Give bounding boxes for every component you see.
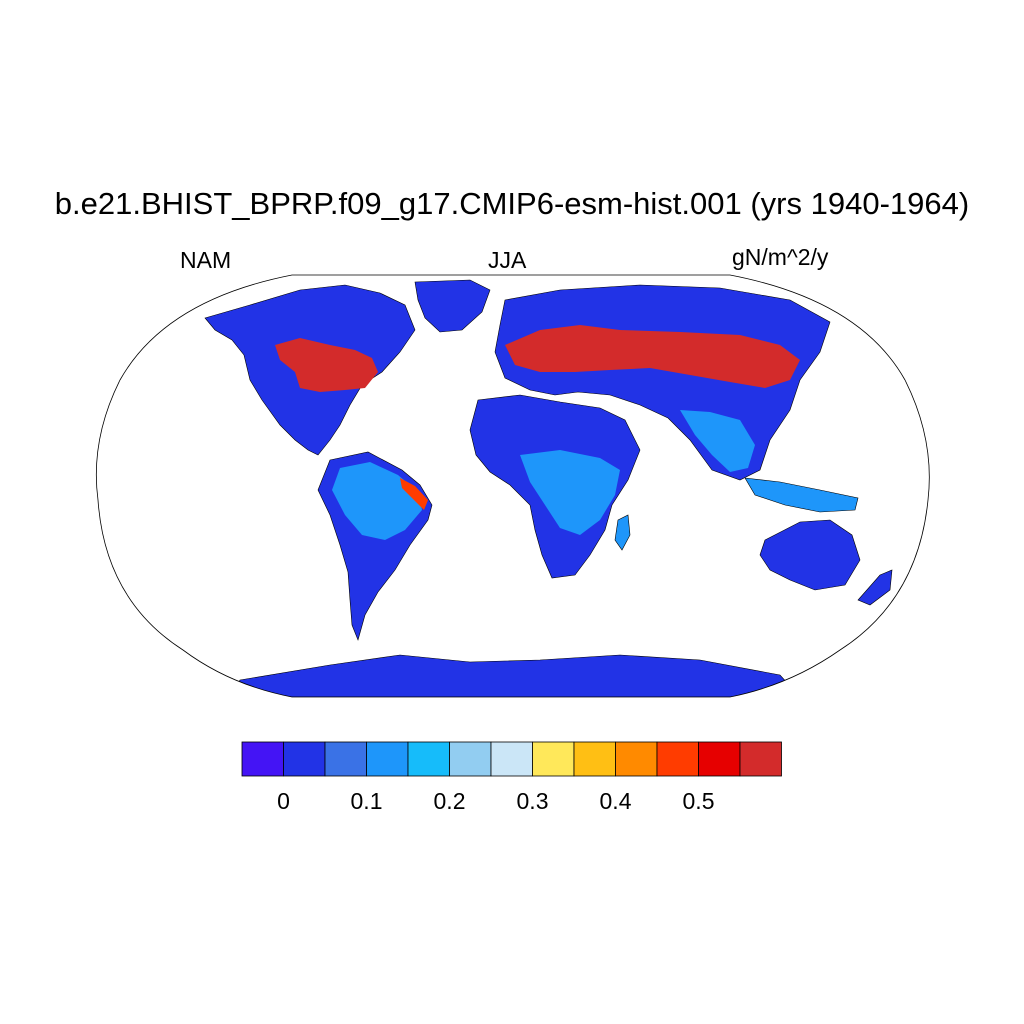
colorbar-tick-label: 0.2 [433, 788, 466, 814]
south-america-medium-region [332, 462, 422, 540]
maritime-asia-land [744, 477, 859, 513]
colorbar-swatch [449, 741, 492, 777]
colorbar-swatch [366, 741, 409, 777]
africa-medium-region [520, 450, 620, 535]
antarctica-land [229, 654, 801, 697]
brazil-coast-high [400, 478, 428, 510]
colorbar-swatch [532, 741, 575, 777]
colorbar-swatch [241, 741, 284, 777]
region-label: NAM [180, 247, 232, 273]
colorbar-swatch [324, 741, 367, 777]
colorbar-tick-label: 0.4 [599, 788, 632, 814]
greenland-land [414, 279, 491, 333]
colorbar-swatch [490, 741, 533, 777]
colorbar [241, 741, 782, 777]
plot-title: b.e21.BHIST_BPRP.f09_g17.CMIP6-esm-hist.… [54, 186, 970, 221]
colorbar-swatch [656, 741, 699, 777]
colorbar-tick-label: 0.5 [682, 788, 715, 814]
colorbar-swatch [698, 741, 741, 777]
north-america-high-band [275, 338, 378, 392]
colorbar-swatch [283, 741, 326, 777]
madagascar-land [614, 514, 631, 551]
map-outline [95, 274, 930, 698]
colorbar-swatch [615, 741, 658, 777]
eurasia-high-band [505, 325, 800, 388]
colorbar-tick-label: 0.1 [350, 788, 383, 814]
colorbar-tick-label: 0.3 [516, 788, 549, 814]
units-label: gN/m^2/y [732, 244, 829, 270]
australia-land [759, 519, 861, 591]
season-label: JJA [488, 247, 527, 273]
colorbar-swatch [739, 741, 782, 777]
colorbar-tick-label: 0 [277, 788, 290, 814]
colorbar-swatch [573, 741, 616, 777]
south-asia-medium [680, 410, 755, 472]
new-zealand-land [857, 569, 893, 606]
colorbar-swatch [407, 741, 450, 777]
